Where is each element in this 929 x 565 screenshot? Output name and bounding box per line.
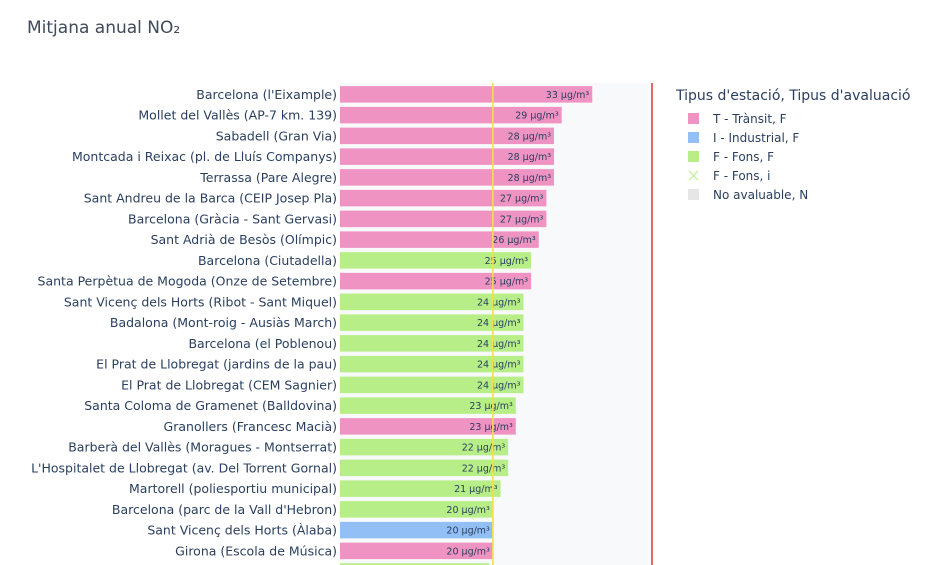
category-label: Granollers (Francesc Macià) — [164, 419, 337, 434]
bar[interactable] — [340, 314, 524, 331]
category-label: Montcada i Reixac (pl. de Lluís Companys… — [72, 149, 337, 164]
category-label: L'Hospitalet de Llobregat (av. Del Torre… — [31, 460, 337, 475]
category-label: Mollet del Vallès (AP-7 km. 139) — [138, 108, 337, 123]
category-label: Terrassa (Pare Alegre) — [199, 170, 337, 185]
bar-value-label: 24 µg/m³ — [477, 339, 521, 350]
bar-value-label: 22 µg/m³ — [462, 463, 506, 474]
legend-item[interactable]: F - Fons, i — [676, 166, 910, 185]
bar[interactable] — [340, 480, 501, 497]
bar[interactable] — [340, 148, 555, 165]
bar[interactable] — [340, 397, 516, 414]
bar[interactable] — [340, 106, 562, 124]
bar-value-label: 25 µg/m³ — [485, 256, 529, 267]
legend-label: I - Industrial, F — [713, 130, 800, 145]
category-label: Sant Vicenç dels Horts (Ribot - Sant Miq… — [64, 294, 337, 309]
bar-value-label: 24 µg/m³ — [477, 360, 521, 371]
bar[interactable] — [340, 418, 516, 435]
bar-value-label: 22 µg/m³ — [462, 443, 506, 454]
reference-lines — [492, 83, 653, 565]
category-label: Badalona (Mont-roig - Ausiàs March) — [110, 315, 337, 330]
bar[interactable] — [340, 127, 555, 145]
legend-swatch — [688, 132, 699, 143]
category-label: Barberà del Vallès (Moragues - Montserra… — [68, 440, 337, 455]
bar-value-label: 24 µg/m³ — [477, 318, 521, 329]
legend-swatch — [688, 113, 699, 124]
legend-title: Tipus d'estació, Tipus d'avaluació — [676, 88, 911, 104]
bars-group: 33 µg/m³ 29 µg/m³ 28 µg/m³ 28 µg/m³ 28 µg/m³… — [340, 86, 593, 565]
legend-item[interactable]: I - Industrial, F — [676, 128, 910, 147]
legend-label: F - Fons, F — [713, 149, 775, 164]
legend-swatch — [688, 170, 699, 181]
bar-value-label: 29 µg/m³ — [515, 111, 559, 122]
bar[interactable] — [340, 86, 593, 103]
category-label: Martorell (poliesportiu municipal) — [129, 481, 337, 496]
bar[interactable] — [340, 272, 532, 290]
category-label: Sant Vicenç dels Horts (Àlaba) — [147, 523, 337, 538]
category-label: Barcelona (l'Eixample) — [196, 87, 337, 102]
bar[interactable] — [340, 335, 524, 352]
bar-value-label: 24 µg/m³ — [477, 297, 521, 308]
legend-label: F - Fons, i — [713, 168, 771, 183]
bar[interactable] — [340, 542, 493, 560]
category-label: El Prat de Llobregat (CEM Sagnier) — [121, 377, 337, 392]
legend-label: No avaluable, N — [713, 187, 809, 202]
legend-swatch — [688, 189, 699, 200]
bar[interactable] — [340, 169, 555, 186]
bar-partial — [340, 563, 490, 565]
bar-value-label: 26 µg/m³ — [492, 235, 536, 246]
category-label: Sant Andreu de la Barca (CEIP Josep Pla) — [84, 191, 337, 206]
bar[interactable] — [340, 501, 493, 518]
bar[interactable] — [340, 252, 532, 269]
category-label: Barcelona (el Poblenou) — [188, 336, 337, 351]
bar-value-label: 20 µg/m³ — [446, 546, 490, 557]
chart-title: Mitjana anual NO₂ — [27, 18, 181, 38]
category-label: El Prat de Llobregat (jardins de la pau) — [96, 357, 337, 372]
category-label: Sant Adrià de Besòs (Olímpic) — [151, 232, 337, 247]
bar[interactable] — [340, 376, 524, 394]
bar-value-label: 27 µg/m³ — [500, 194, 544, 205]
bar-value-label: 28 µg/m³ — [508, 152, 552, 163]
bar[interactable] — [340, 438, 509, 456]
bar-value-label: 23 µg/m³ — [469, 401, 513, 412]
legend-swatch — [688, 151, 699, 162]
legend-item[interactable]: T - Trànsit, F — [676, 109, 910, 128]
legend-items: T - Trànsit, F I - Industrial, F F - Fons,… — [676, 109, 910, 204]
category-label: Girona (Escola de Música) — [175, 543, 337, 558]
bar-value-label: 23 µg/m³ — [469, 422, 513, 433]
bar[interactable] — [340, 293, 524, 311]
bar-value-label: 20 µg/m³ — [446, 526, 490, 537]
category-label: Barcelona (Gràcia - Sant Gervasi) — [128, 211, 337, 226]
bar-value-label: 33 µg/m³ — [546, 90, 590, 101]
bar[interactable] — [340, 521, 493, 539]
bar-value-label: 27 µg/m³ — [500, 214, 544, 225]
legend-item[interactable]: F - Fons, F — [676, 147, 910, 166]
category-label: Barcelona (Ciutadella) — [198, 253, 337, 268]
bar-value-label: 28 µg/m³ — [508, 173, 552, 184]
category-label: Santa Coloma de Gramenet (Balldovina) — [84, 398, 337, 413]
bar[interactable] — [340, 231, 539, 248]
bar-value-label: 28 µg/m³ — [508, 131, 552, 142]
legend: Tipus d'estació, Tipus d'avaluació T - T… — [676, 88, 910, 204]
category-label: Santa Perpètua de Mogoda (Onze de Setemb… — [38, 274, 337, 289]
bar[interactable] — [340, 210, 547, 228]
legend-item[interactable]: No avaluable, N — [676, 185, 910, 204]
category-label: Sabadell (Gran Via) — [216, 128, 337, 143]
bar-value-label: 25 µg/m³ — [485, 277, 529, 288]
category-label: Barcelona (parc de la Vall d'Hebron) — [112, 502, 337, 517]
legend-label: T - Trànsit, F — [713, 111, 787, 126]
bar-value-label: 24 µg/m³ — [477, 380, 521, 391]
bar[interactable] — [340, 355, 524, 373]
category-labels: Barcelona (l'Eixample) Mollet del Vallès … — [31, 87, 337, 559]
bar[interactable] — [340, 459, 509, 477]
bar[interactable] — [340, 189, 547, 207]
bar-value-label: 21 µg/m³ — [454, 484, 498, 495]
bar-value-label: 20 µg/m³ — [446, 505, 490, 516]
